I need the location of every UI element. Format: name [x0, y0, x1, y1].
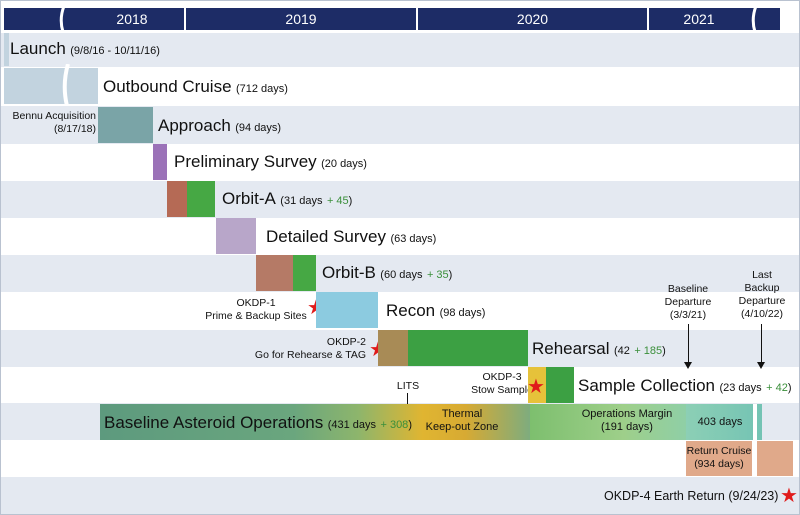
okdp1-note: OKDP-1 Prime & Backup Sites — [205, 297, 307, 322]
cruise-bar — [4, 68, 98, 104]
detailed-survey-label: Detailed Survey (63 days) — [266, 227, 437, 246]
year-header — [4, 8, 780, 30]
ops-margin-label: Operations Margin (191 days) — [581, 408, 673, 433]
row-stripe — [0, 477, 800, 515]
approach-label: Approach (94 days) — [158, 116, 282, 135]
year-label-2021: 2021 — [683, 11, 715, 27]
rehearsal-label: Rehearsal (42 + 185) — [532, 339, 666, 358]
return-cruise-bar — [686, 441, 752, 476]
launch-label: Launch (9/8/16 - 10/11/16) — [10, 39, 160, 58]
axis-break-mark — [58, 5, 68, 33]
orbit-b-label: Orbit-B (60 days + 35) — [322, 263, 453, 282]
cruise-break-mark — [60, 63, 72, 107]
recon-bar — [316, 292, 378, 328]
cruise-label: Outbound Cruise (712 days) — [103, 77, 288, 96]
okdp3-note: OKDP-3 Stow Sample — [471, 371, 533, 396]
break-stripe — [753, 404, 757, 440]
okdp3-star-icon: ★ — [527, 376, 545, 398]
okdp4-star-icon: ★ — [780, 485, 798, 507]
orbit-b-bar-extension — [293, 255, 316, 291]
launch-bar — [4, 33, 9, 66]
ops-margin-bar — [530, 404, 686, 440]
thermal-keepout-label: Thermal Keep-out Zone — [425, 408, 499, 433]
okdp4-label: OKDP-4 Earth Return (9/24/23) — [604, 489, 779, 503]
return-cruise-label: Return Cruise (934 days) — [686, 445, 752, 470]
bennu-acquisition-note: Bennu Acquisition (8/17/18) — [12, 110, 96, 135]
approach-bar — [98, 107, 153, 143]
year-label-2018: 2018 — [116, 11, 148, 27]
recon-label: Recon (98 days) — [386, 301, 486, 320]
rehearsal-bar-primary — [378, 330, 408, 366]
rehearsal-bar-extension — [408, 330, 528, 366]
baseline-ops-bar — [100, 404, 530, 440]
year-label-2020: 2020 — [516, 11, 549, 27]
year-divider — [647, 8, 649, 30]
row-stripe — [0, 255, 800, 292]
year-divider — [416, 8, 418, 30]
return-cruise-bar-tail — [757, 441, 793, 476]
backup-margin-bar — [686, 404, 762, 440]
baseline-departure-note: Baseline Departure (3/3/21) — [664, 283, 712, 321]
sample-collection-bar-primary — [528, 367, 546, 403]
orbit-a-bar-primary — [167, 181, 187, 217]
orbit-a-bar-extension — [187, 181, 215, 217]
axis-break-mark — [750, 5, 760, 33]
row-stripe — [0, 33, 800, 67]
orbit-a-label: Orbit-A (31 days + 45) — [222, 189, 353, 208]
detailed-survey-bar — [216, 218, 256, 254]
year-label-2019: 2019 — [285, 11, 317, 27]
okdp2-note: OKDP-2 Go for Rehearse & TAG — [254, 336, 366, 361]
baseline-ops-label: Baseline Asteroid Operations (431 days +… — [104, 413, 412, 432]
days-403-label: 403 days — [697, 416, 743, 428]
year-divider — [184, 8, 186, 30]
preliminary-survey-label: Preliminary Survey (20 days) — [174, 152, 367, 171]
last-backup-note: Last Backup Departure (4/10/22) — [738, 269, 786, 320]
orbit-b-bar-primary — [256, 255, 293, 291]
sample-collection-label: Sample Collection (23 days + 42) — [578, 376, 792, 395]
lits-note: LITS — [396, 380, 420, 392]
last-backup-arrow — [757, 324, 765, 369]
preliminary-survey-bar — [153, 144, 167, 180]
row-stripe — [0, 181, 800, 218]
baseline-departure-arrow — [684, 324, 692, 369]
sample-collection-bar-extension — [546, 367, 574, 403]
